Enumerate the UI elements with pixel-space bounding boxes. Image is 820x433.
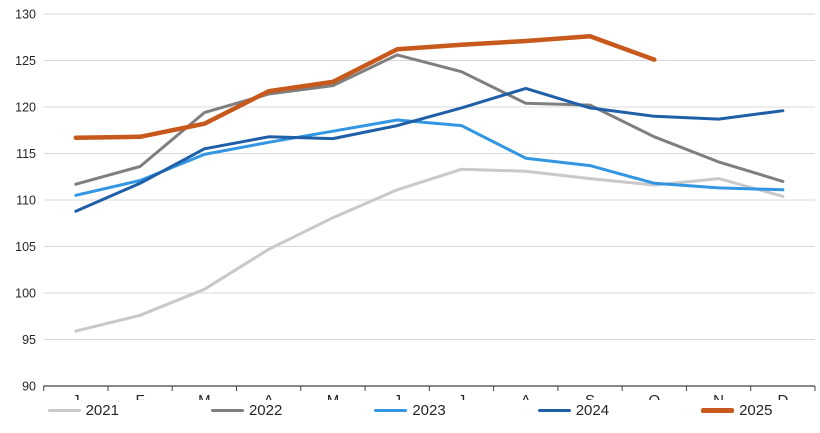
y-axis-tick-label: 125	[15, 54, 36, 68]
y-axis-tick-label: 130	[15, 8, 36, 22]
legend-line-swatch	[47, 409, 81, 412]
series-line-2021	[74, 167, 785, 333]
legend-label: 2021	[85, 402, 119, 419]
series-line-2024	[74, 86, 785, 213]
series-line-2025	[73, 34, 657, 140]
x-axis-month-label: D	[777, 392, 788, 400]
x-axis-month-label: M	[198, 392, 211, 400]
legend-label: 2022	[248, 402, 283, 419]
x-axis-month-label: F	[136, 392, 145, 400]
legend-item-2023: 2023	[374, 402, 446, 419]
x-axis-month-label: O	[648, 392, 660, 400]
series-line-2023	[74, 118, 785, 197]
legend-item-2024: 2024	[537, 402, 610, 419]
x-axis-month-label: J	[393, 392, 401, 400]
legend-item-2022: 2022	[210, 402, 283, 419]
x-axis-month-label: A	[521, 392, 531, 400]
legend-line-swatch	[210, 409, 244, 412]
y-axis-tick-label: 115	[16, 147, 36, 161]
legend-label: 2025	[739, 402, 773, 419]
x-axis-month-label: N	[713, 392, 724, 400]
y-axis-tick-label: 110	[16, 194, 36, 208]
legend-label: 2024	[575, 402, 610, 419]
y-axis-tick-label: 100	[15, 287, 36, 301]
legend-item-2021: 2021	[47, 402, 119, 419]
x-axis-month-label: J	[458, 392, 466, 400]
series-line-2022	[74, 53, 785, 186]
legend-line-swatch	[701, 408, 735, 413]
legend-line-swatch	[537, 409, 571, 412]
legend-item-2025: 2025	[701, 403, 772, 418]
x-axis-month-label: M	[327, 392, 340, 400]
y-axis-tick-label: 105	[15, 240, 36, 254]
x-axis-month-label: S	[585, 392, 595, 400]
legend-line-swatch	[374, 409, 408, 412]
x-axis-month-label: J	[72, 392, 80, 400]
y-axis-tick-label: 120	[15, 101, 36, 115]
y-axis-tick-label: 95	[22, 333, 36, 347]
legend-label: 2023	[412, 402, 446, 419]
x-axis-month-label: A	[264, 392, 274, 400]
y-axis-tick-label: 90	[22, 380, 36, 394]
chart-canvas: 90 95 100 105 110 115 120 125 130 J F M A M J J A S O N D	[15, 8, 816, 400]
chart-legend: 2021 2022 2023 2024 2025	[0, 403, 820, 418]
